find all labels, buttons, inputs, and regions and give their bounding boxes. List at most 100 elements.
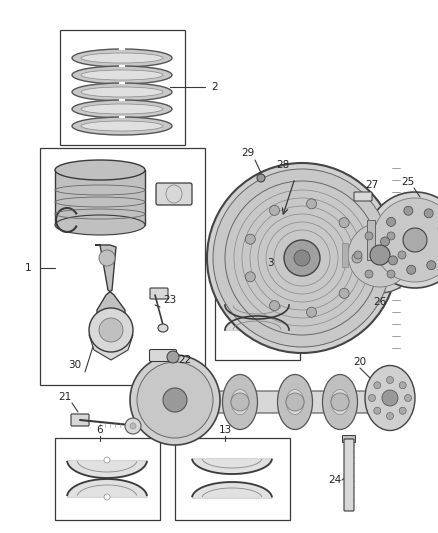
Text: 26: 26 <box>373 297 387 307</box>
Circle shape <box>405 394 411 401</box>
Text: 23: 23 <box>163 295 177 305</box>
Circle shape <box>104 494 110 500</box>
Bar <box>342 243 348 267</box>
Circle shape <box>99 318 123 342</box>
Text: 24: 24 <box>328 475 342 485</box>
FancyBboxPatch shape <box>156 183 192 205</box>
Text: 13: 13 <box>219 425 232 435</box>
Circle shape <box>367 192 438 288</box>
Circle shape <box>386 413 393 419</box>
Circle shape <box>381 237 389 246</box>
Polygon shape <box>95 245 125 340</box>
Circle shape <box>245 234 255 244</box>
Text: 25: 25 <box>401 177 415 187</box>
Circle shape <box>257 174 265 182</box>
Ellipse shape <box>322 375 357 430</box>
Circle shape <box>130 355 220 445</box>
FancyBboxPatch shape <box>71 414 89 426</box>
Ellipse shape <box>365 366 415 431</box>
FancyBboxPatch shape <box>343 435 356 442</box>
Circle shape <box>245 272 255 282</box>
Circle shape <box>407 265 416 274</box>
Circle shape <box>284 240 320 276</box>
Text: 30: 30 <box>68 360 81 370</box>
Ellipse shape <box>81 70 163 80</box>
FancyBboxPatch shape <box>150 288 168 299</box>
Circle shape <box>424 209 433 218</box>
Circle shape <box>427 261 436 270</box>
Circle shape <box>389 256 398 265</box>
Ellipse shape <box>81 104 163 114</box>
Circle shape <box>386 376 393 384</box>
Circle shape <box>348 223 412 287</box>
Polygon shape <box>89 328 133 360</box>
Text: 6: 6 <box>97 425 103 435</box>
Circle shape <box>399 407 406 414</box>
Ellipse shape <box>223 375 258 430</box>
Circle shape <box>213 169 391 347</box>
Circle shape <box>365 232 373 240</box>
Circle shape <box>387 232 395 240</box>
Text: 3: 3 <box>267 258 273 268</box>
Circle shape <box>286 393 304 411</box>
Ellipse shape <box>158 324 168 332</box>
Ellipse shape <box>72 100 172 118</box>
Bar <box>367 220 375 260</box>
Text: 28: 28 <box>276 160 290 170</box>
Text: 27: 27 <box>365 180 378 190</box>
Circle shape <box>331 393 349 411</box>
FancyBboxPatch shape <box>149 350 177 361</box>
Bar <box>55 438 160 520</box>
Bar <box>215 275 300 360</box>
Ellipse shape <box>55 160 145 180</box>
Ellipse shape <box>55 215 145 235</box>
Circle shape <box>368 394 375 401</box>
Ellipse shape <box>331 390 349 415</box>
Bar <box>55 170 145 225</box>
Circle shape <box>307 199 317 209</box>
Text: 20: 20 <box>353 357 367 367</box>
Bar <box>175 438 290 520</box>
Circle shape <box>382 390 398 406</box>
Circle shape <box>89 308 133 352</box>
Circle shape <box>130 423 136 429</box>
Circle shape <box>294 250 310 266</box>
Circle shape <box>307 307 317 317</box>
FancyBboxPatch shape <box>354 192 372 201</box>
Circle shape <box>373 198 438 282</box>
Text: 1: 1 <box>25 263 31 273</box>
Circle shape <box>269 301 279 311</box>
Circle shape <box>125 418 141 434</box>
Ellipse shape <box>72 66 172 84</box>
Circle shape <box>398 251 406 259</box>
Text: 2: 2 <box>212 82 218 92</box>
Ellipse shape <box>231 390 249 415</box>
Text: 21: 21 <box>58 392 72 402</box>
Circle shape <box>374 382 381 389</box>
Ellipse shape <box>278 375 312 430</box>
Ellipse shape <box>81 53 163 63</box>
Circle shape <box>370 245 390 265</box>
Circle shape <box>354 251 362 259</box>
Circle shape <box>167 351 179 363</box>
Circle shape <box>137 362 213 438</box>
FancyBboxPatch shape <box>344 439 354 511</box>
Circle shape <box>207 163 397 353</box>
Circle shape <box>399 382 406 389</box>
Text: 22: 22 <box>178 355 192 365</box>
Ellipse shape <box>72 49 172 67</box>
Circle shape <box>365 270 373 278</box>
Ellipse shape <box>81 121 163 131</box>
Circle shape <box>104 457 110 463</box>
Circle shape <box>99 250 115 266</box>
Circle shape <box>269 205 279 215</box>
Bar <box>60 30 185 145</box>
Circle shape <box>339 288 349 298</box>
Circle shape <box>231 393 249 411</box>
Circle shape <box>387 270 395 278</box>
Circle shape <box>352 253 362 263</box>
Ellipse shape <box>72 83 172 101</box>
Circle shape <box>342 217 418 293</box>
Circle shape <box>163 388 187 412</box>
Bar <box>40 148 205 385</box>
